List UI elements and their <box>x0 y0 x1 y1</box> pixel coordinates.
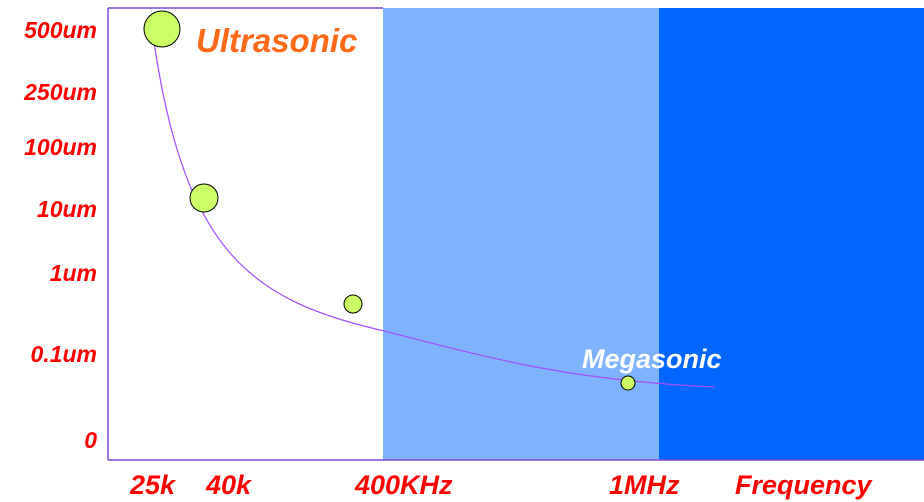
x-tick-label: 40k <box>205 470 253 500</box>
megasonic-zone <box>659 8 924 460</box>
x-axis-title: Frequency <box>735 470 874 500</box>
y-tick-label: 500um <box>24 17 97 43</box>
x-tick-label: 1MHz <box>609 470 680 500</box>
y-tick-label: 10um <box>37 196 97 222</box>
y-tick-label: 0.1um <box>31 341 97 367</box>
bubble-40k <box>189 183 219 213</box>
ultrasonic-zone <box>108 8 383 460</box>
ultrasonic-label: Ultrasonic <box>196 22 357 59</box>
x-tick-label: 25k <box>129 470 177 500</box>
bubble-400khz <box>343 294 363 314</box>
y-tick-label: 0 <box>84 427 97 453</box>
y-tick-label: 100um <box>24 134 97 160</box>
x-tick-label: 400KHz <box>354 470 453 500</box>
y-tick-label: 1um <box>50 260 97 286</box>
mid-frequency-zone <box>383 8 659 460</box>
megasonic-label: Megasonic <box>582 344 722 374</box>
bubble-25k <box>143 10 181 48</box>
bubble-1mhz <box>620 375 636 391</box>
y-tick-label: 250um <box>23 79 97 105</box>
